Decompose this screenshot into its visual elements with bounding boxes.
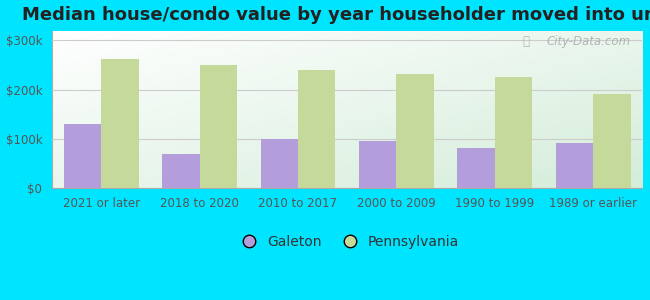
Bar bbox=[101, 58, 138, 188]
Text: ⓘ: ⓘ bbox=[522, 35, 529, 48]
Bar bbox=[162, 154, 200, 188]
Text: City-Data.com: City-Data.com bbox=[547, 35, 630, 48]
Bar bbox=[556, 143, 593, 188]
Bar bbox=[200, 65, 237, 188]
Bar bbox=[359, 141, 396, 188]
Bar bbox=[298, 70, 335, 188]
Bar bbox=[458, 148, 495, 188]
Bar bbox=[261, 139, 298, 188]
Legend: Galeton, Pennsylvania: Galeton, Pennsylvania bbox=[230, 229, 465, 254]
Bar bbox=[495, 77, 532, 188]
Bar bbox=[64, 124, 101, 188]
Bar bbox=[396, 74, 434, 188]
Title: Median house/condo value by year householder moved into unit: Median house/condo value by year househo… bbox=[23, 6, 650, 24]
Bar bbox=[593, 94, 630, 188]
